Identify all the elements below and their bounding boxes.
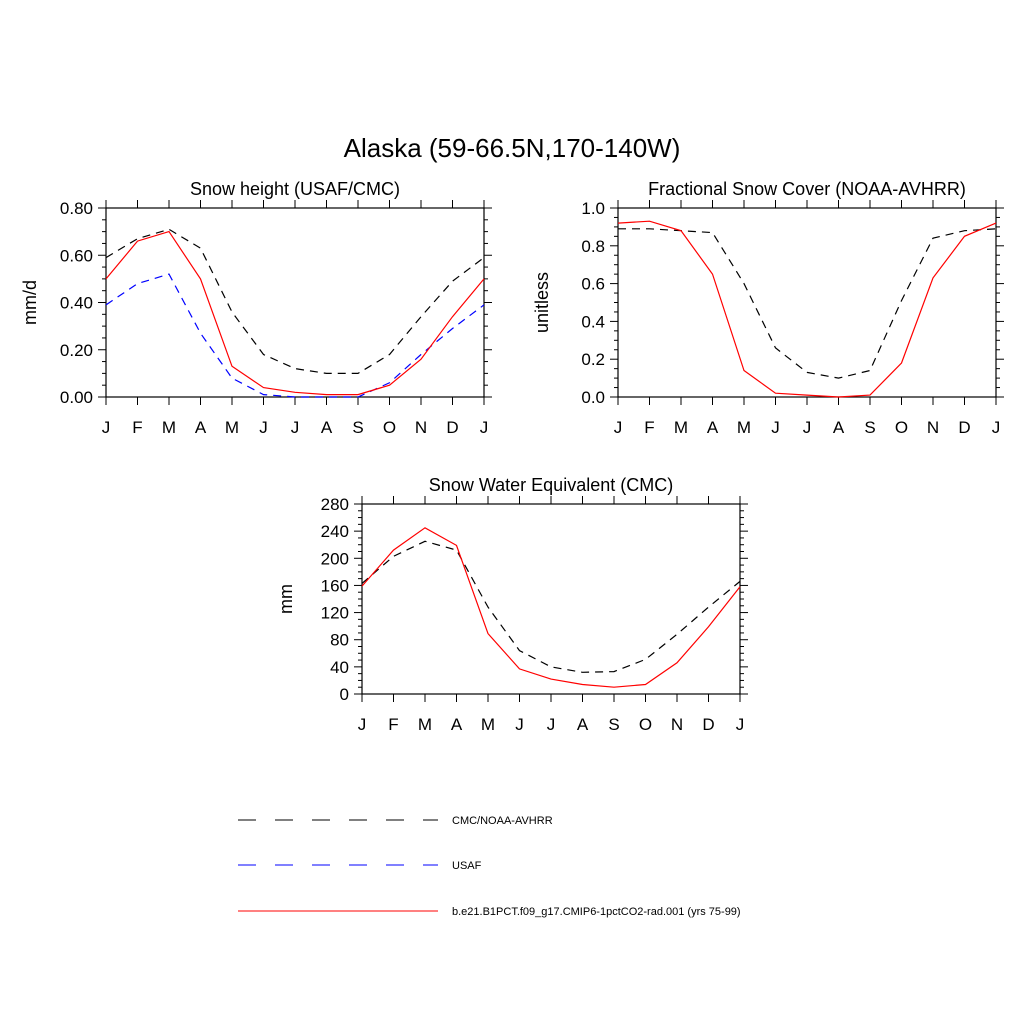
x-tick-label: O <box>895 418 908 437</box>
x-tick-label: J <box>515 715 524 734</box>
y-tick-label: 240 <box>321 522 349 541</box>
series-line <box>361 527 741 688</box>
plot-frame <box>105 207 485 398</box>
x-tick-label: D <box>702 715 714 734</box>
x-tick-label: N <box>671 715 683 734</box>
y-tick-label: 40 <box>330 658 349 677</box>
x-tick-label: S <box>352 418 363 437</box>
y-tick-label: 0.80 <box>60 199 93 218</box>
y-axis-label: unitless <box>532 272 552 333</box>
y-tick-label: 0.4 <box>581 312 605 331</box>
legend: CMC/NOAA-AVHRR USAF b.e21.B1PCT.f09_g17.CM… <box>238 815 741 918</box>
panel-title: Fractional Snow Cover (NOAA-AVHRR) <box>648 179 966 199</box>
y-tick-label: 0.8 <box>581 237 605 256</box>
y-tick-label: 0.20 <box>60 341 93 360</box>
x-tick-label: J <box>291 418 300 437</box>
x-tick-label: F <box>132 418 142 437</box>
x-tick-label: J <box>102 418 111 437</box>
y-tick-label: 80 <box>330 631 349 650</box>
panels: Snow height (USAF/CMC)J F M A M J J A S O N D J0.000… <box>20 179 1004 734</box>
series-line <box>105 228 485 374</box>
x-tick-label: J <box>736 715 745 734</box>
series-line <box>617 220 997 398</box>
y-tick-label: 0.60 <box>60 246 93 265</box>
series-line <box>618 228 997 379</box>
y-tick-label: 160 <box>321 576 349 595</box>
x-tick-label: N <box>927 418 939 437</box>
x-tick-label: S <box>608 715 619 734</box>
legend-label: b.e21.B1PCT.f09_g17.CMIP6-1pctCO2-rad.00… <box>452 906 741 918</box>
x-tick-label: A <box>321 418 333 437</box>
y-axis-label: mm <box>276 584 296 614</box>
y-tick-label: 120 <box>321 604 349 623</box>
x-tick-label: M <box>418 715 432 734</box>
x-tick-label: J <box>614 418 623 437</box>
y-tick-label: 0 <box>340 685 349 704</box>
y-tick-label: 0.00 <box>60 388 93 407</box>
panel-title: Snow Water Equivalent (CMC) <box>429 475 673 495</box>
x-tick-label: J <box>771 418 780 437</box>
y-tick-label: 200 <box>321 549 349 568</box>
y-tick-label: 0.40 <box>60 294 93 313</box>
x-tick-label: O <box>383 418 396 437</box>
x-tick-label: J <box>480 418 489 437</box>
chart-panel-1: Snow height (USAF/CMC)J F M A M J J A S O N D J0.000… <box>20 179 492 437</box>
y-tick-label: 0.0 <box>581 388 605 407</box>
figure-title: Alaska (59-66.5N,170-140W) <box>344 133 681 163</box>
series-line <box>105 273 485 398</box>
x-tick-label: M <box>674 418 688 437</box>
x-tick-label: D <box>446 418 458 437</box>
chart-panel-2: Fractional Snow Cover (NOAA-AVHRR)J F M A M J… <box>532 179 1004 437</box>
y-axis-label: mm/d <box>20 280 40 325</box>
series-line <box>105 230 485 396</box>
chart-panel-3: Snow Water Equivalent (CMC)J F M A M J J A S O N D J… <box>276 475 748 734</box>
x-tick-label: A <box>707 418 719 437</box>
x-tick-label: J <box>803 418 812 437</box>
x-tick-label: J <box>358 715 367 734</box>
legend-label: USAF <box>452 860 482 872</box>
x-tick-label: J <box>992 418 1001 437</box>
y-tick-label: 280 <box>321 495 349 514</box>
x-tick-label: M <box>225 418 239 437</box>
x-tick-label: N <box>415 418 427 437</box>
x-tick-label: A <box>577 715 589 734</box>
y-tick-label: 0.2 <box>581 350 605 369</box>
x-tick-label: A <box>833 418 845 437</box>
x-tick-label: J <box>547 715 556 734</box>
x-tick-label: S <box>864 418 875 437</box>
panel-title: Snow height (USAF/CMC) <box>190 179 400 199</box>
x-tick-label: F <box>388 715 398 734</box>
x-tick-label: A <box>451 715 463 734</box>
y-tick-label: 1.0 <box>581 199 605 218</box>
x-tick-label: F <box>644 418 654 437</box>
x-tick-label: D <box>958 418 970 437</box>
x-tick-label: M <box>737 418 751 437</box>
y-tick-label: 0.6 <box>581 275 605 294</box>
x-tick-label: M <box>481 715 495 734</box>
x-tick-label: O <box>639 715 652 734</box>
x-tick-label: A <box>195 418 207 437</box>
x-tick-label: J <box>259 418 268 437</box>
legend-label: CMC/NOAA-AVHRR <box>452 815 553 827</box>
series-line <box>361 540 741 673</box>
x-tick-label: M <box>162 418 176 437</box>
